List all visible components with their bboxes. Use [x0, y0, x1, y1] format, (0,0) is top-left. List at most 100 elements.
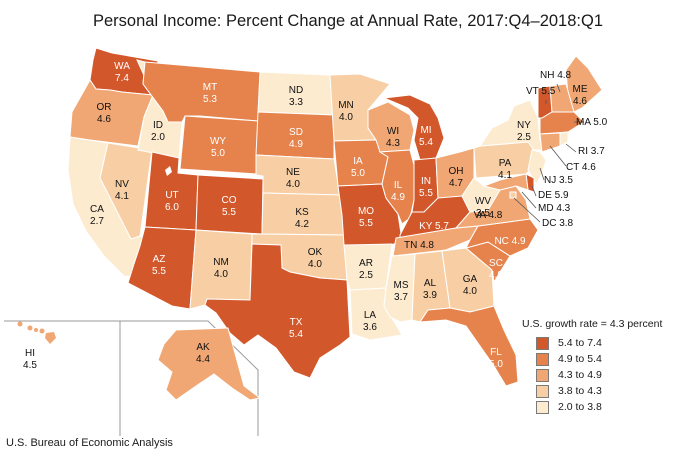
state-abbr: ID: [153, 120, 163, 131]
state-abbr: OK: [308, 247, 323, 258]
state-label-MT: MT 5.3: [203, 82, 218, 105]
state-value: 5.4: [419, 137, 433, 148]
state-abbr: OR: [97, 102, 112, 113]
state-value: 3.3: [289, 97, 303, 108]
state-label-IL: IL 4.9: [391, 180, 405, 203]
state-value: 5.5: [152, 266, 166, 277]
state-label-NM: NM 4.0: [213, 257, 229, 280]
state-abbr: WI: [387, 126, 399, 137]
state-label-OR: OR 4.6: [97, 102, 112, 125]
state-label-NE: NE 4.0: [286, 167, 300, 190]
state-value: 4.6: [573, 96, 587, 107]
state-abbr: MO: [358, 206, 374, 217]
state-value: 2.7: [90, 216, 104, 227]
state-abbr: IL: [394, 180, 403, 191]
state-value: 2.0: [151, 132, 165, 143]
state-HI[interactable]: [17, 321, 57, 345]
state-abbr: PA: [499, 158, 512, 169]
state-value: 4.5: [23, 360, 37, 371]
state-value: 3.5: [476, 208, 490, 219]
state-FL[interactable]: [419, 305, 519, 387]
state-label-NY: NY 2.5: [517, 120, 531, 143]
state-abbr: WV: [475, 196, 491, 207]
state-DC[interactable]: [509, 191, 517, 199]
legend-label: 4.9 to 5.4: [558, 353, 602, 365]
state-value: 4.0: [463, 286, 477, 297]
state-CT[interactable]: [539, 132, 561, 153]
state-label-GA: GA 4.0: [463, 274, 478, 297]
state-abbr: AR: [359, 258, 373, 269]
state-value: 4.9: [391, 192, 405, 203]
state-abbr: IN: [421, 176, 431, 187]
legend-swatch: [536, 400, 549, 414]
legend-label: 5.4 to 7.4: [558, 337, 602, 349]
state-label-OH: OH 4.7: [449, 166, 464, 189]
state-label-MD: MD 4.3: [538, 203, 571, 214]
state-TX[interactable]: [204, 243, 351, 379]
state-label-ID: ID 2.0: [151, 120, 165, 143]
state-value: 5.0: [489, 359, 503, 370]
state-label-AK: AK 4.4: [196, 342, 210, 365]
state-value: 4.3: [386, 138, 400, 149]
state-label-CT: CT 4.6: [566, 162, 596, 173]
state-value: 4.0: [214, 269, 228, 280]
state-value: 4.1: [498, 170, 512, 181]
state-abbr: CA: [90, 204, 104, 215]
state-MD[interactable]: [482, 173, 529, 191]
state-label-WI: WI 4.3: [386, 126, 400, 149]
legend-item: 4.3 to 4.9: [536, 367, 692, 383]
state-value: 4.4: [196, 354, 210, 365]
legend-item: 5.4 to 7.4: [536, 335, 692, 351]
state-value: 6.0: [165, 202, 179, 213]
legend-title: U.S. growth rate = 4.3 percent: [522, 318, 663, 330]
state-label-VT: VT 5.5: [526, 86, 556, 97]
state-label-WA: WA 7.4: [114, 61, 130, 84]
state-abbr: WA: [114, 61, 130, 72]
state-value: 2.5: [517, 132, 531, 143]
state-value: 5.5: [222, 207, 236, 218]
state-abbr: AL: [424, 278, 437, 289]
state-RI[interactable]: [559, 131, 569, 147]
state-label-AZ: AZ 5.5: [152, 254, 166, 277]
state-value: 4.6: [97, 114, 111, 125]
legend-swatch: [536, 384, 549, 398]
state-label-AR: AR 2.5: [359, 258, 373, 281]
state-label-LA: LA 3.6: [363, 310, 377, 333]
state-abbr: ND: [289, 85, 303, 96]
state-abbr: IA: [353, 156, 363, 167]
state-AK[interactable]: [157, 327, 262, 401]
state-label-OK: OK 4.0: [308, 247, 323, 270]
state-value: 4.0: [286, 179, 300, 190]
state-value: 4.7: [449, 178, 463, 189]
state-value: 3.7: [394, 292, 408, 303]
state-label-NC: NC 4.9: [494, 236, 526, 247]
state-label-DE: DE 5.9: [538, 190, 569, 201]
state-label-NV: NV 4.1: [115, 179, 129, 202]
state-label-WV: WV 3.5: [475, 196, 491, 219]
state-abbr: MT: [203, 82, 217, 93]
state-label-VA: VA 4.8: [474, 210, 503, 221]
state-value: 3.9: [423, 290, 437, 301]
state-abbr: MI: [420, 125, 431, 136]
state-value: 5.5: [419, 188, 433, 199]
state-abbr: NV: [115, 179, 129, 190]
state-label-TN: TN 4.8: [404, 240, 434, 251]
state-abbr: NE: [286, 167, 300, 178]
state-label-ME: ME 4.6: [573, 84, 588, 107]
state-abbr: OH: [449, 166, 464, 177]
state-value: 4.9: [489, 270, 503, 281]
map-legend: U.S. growth rate = 4.3 percent 5.4 to 7.…: [522, 318, 692, 415]
state-abbr: WY: [210, 136, 226, 147]
state-abbr: NM: [213, 257, 229, 268]
state-abbr: UT: [165, 190, 178, 201]
state-value: 5.5: [359, 218, 373, 229]
state-value: 2.5: [359, 270, 373, 281]
state-label-SC: SC 4.9: [489, 258, 503, 281]
state-value: 5.4: [289, 329, 303, 340]
state-value: 4.1: [115, 191, 129, 202]
state-label-IN: IN 5.5: [419, 176, 433, 199]
state-label-CA: CA 2.7: [90, 204, 104, 227]
state-abbr: AZ: [153, 254, 166, 265]
state-label-AL: AL 3.9: [423, 278, 437, 301]
state-IL[interactable]: [378, 149, 415, 225]
